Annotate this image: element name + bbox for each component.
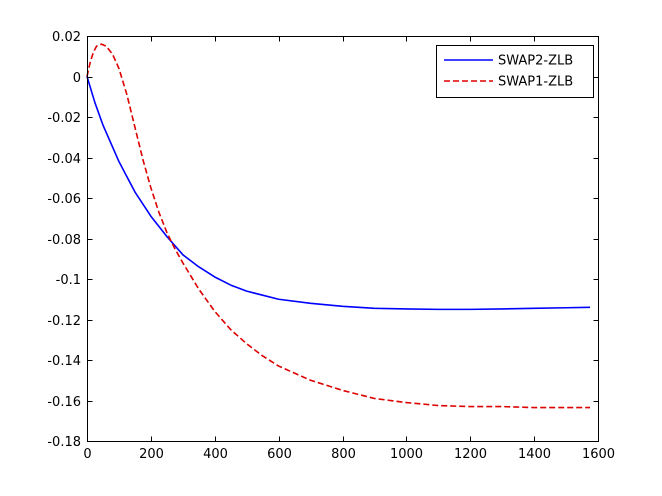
x-tick-label: 600 <box>267 447 292 462</box>
x-tick-label: 1200 <box>454 447 487 462</box>
legend: SWAP2-ZLB SWAP1-ZLB <box>436 45 594 98</box>
y-tick-label: 0.02 <box>52 30 81 45</box>
legend-box <box>436 45 594 98</box>
legend-label: SWAP1-ZLB <box>498 75 573 90</box>
legend-label: SWAP2-ZLB <box>498 54 573 69</box>
x-tick-label: 800 <box>331 447 356 462</box>
x-tick-label: 1000 <box>390 447 423 462</box>
x-tick-label: 1400 <box>518 447 551 462</box>
y-tick-label: 0 <box>73 71 81 86</box>
y-tick-label: -0.12 <box>47 314 81 329</box>
series-line-swap2-zlb <box>86 76 591 311</box>
x-tick-label: 0 <box>83 447 91 462</box>
y-tick-label: -0.02 <box>47 111 81 126</box>
x-tick-label: 200 <box>139 447 164 462</box>
x-tick-label: 1600 <box>582 447 615 462</box>
series-line-swap1-zlb <box>86 43 591 409</box>
y-tick-label: -0.16 <box>47 395 81 410</box>
series-layer <box>86 43 591 409</box>
y-tick-label: -0.14 <box>47 354 81 369</box>
y-tick-label: -0.08 <box>47 233 81 248</box>
y-tick-label: -0.06 <box>47 192 81 207</box>
y-tick-label: -0.1 <box>56 273 81 288</box>
y-tick-label: -0.18 <box>47 435 81 450</box>
plot-area <box>87 36 598 441</box>
ticks-layer: 0 200 400 600 800 1000 1200 1400 1600 0.02 0 -0.02 -… <box>47 30 615 462</box>
y-tick-label: -0.04 <box>47 152 81 167</box>
x-tick-label: 400 <box>203 447 228 462</box>
